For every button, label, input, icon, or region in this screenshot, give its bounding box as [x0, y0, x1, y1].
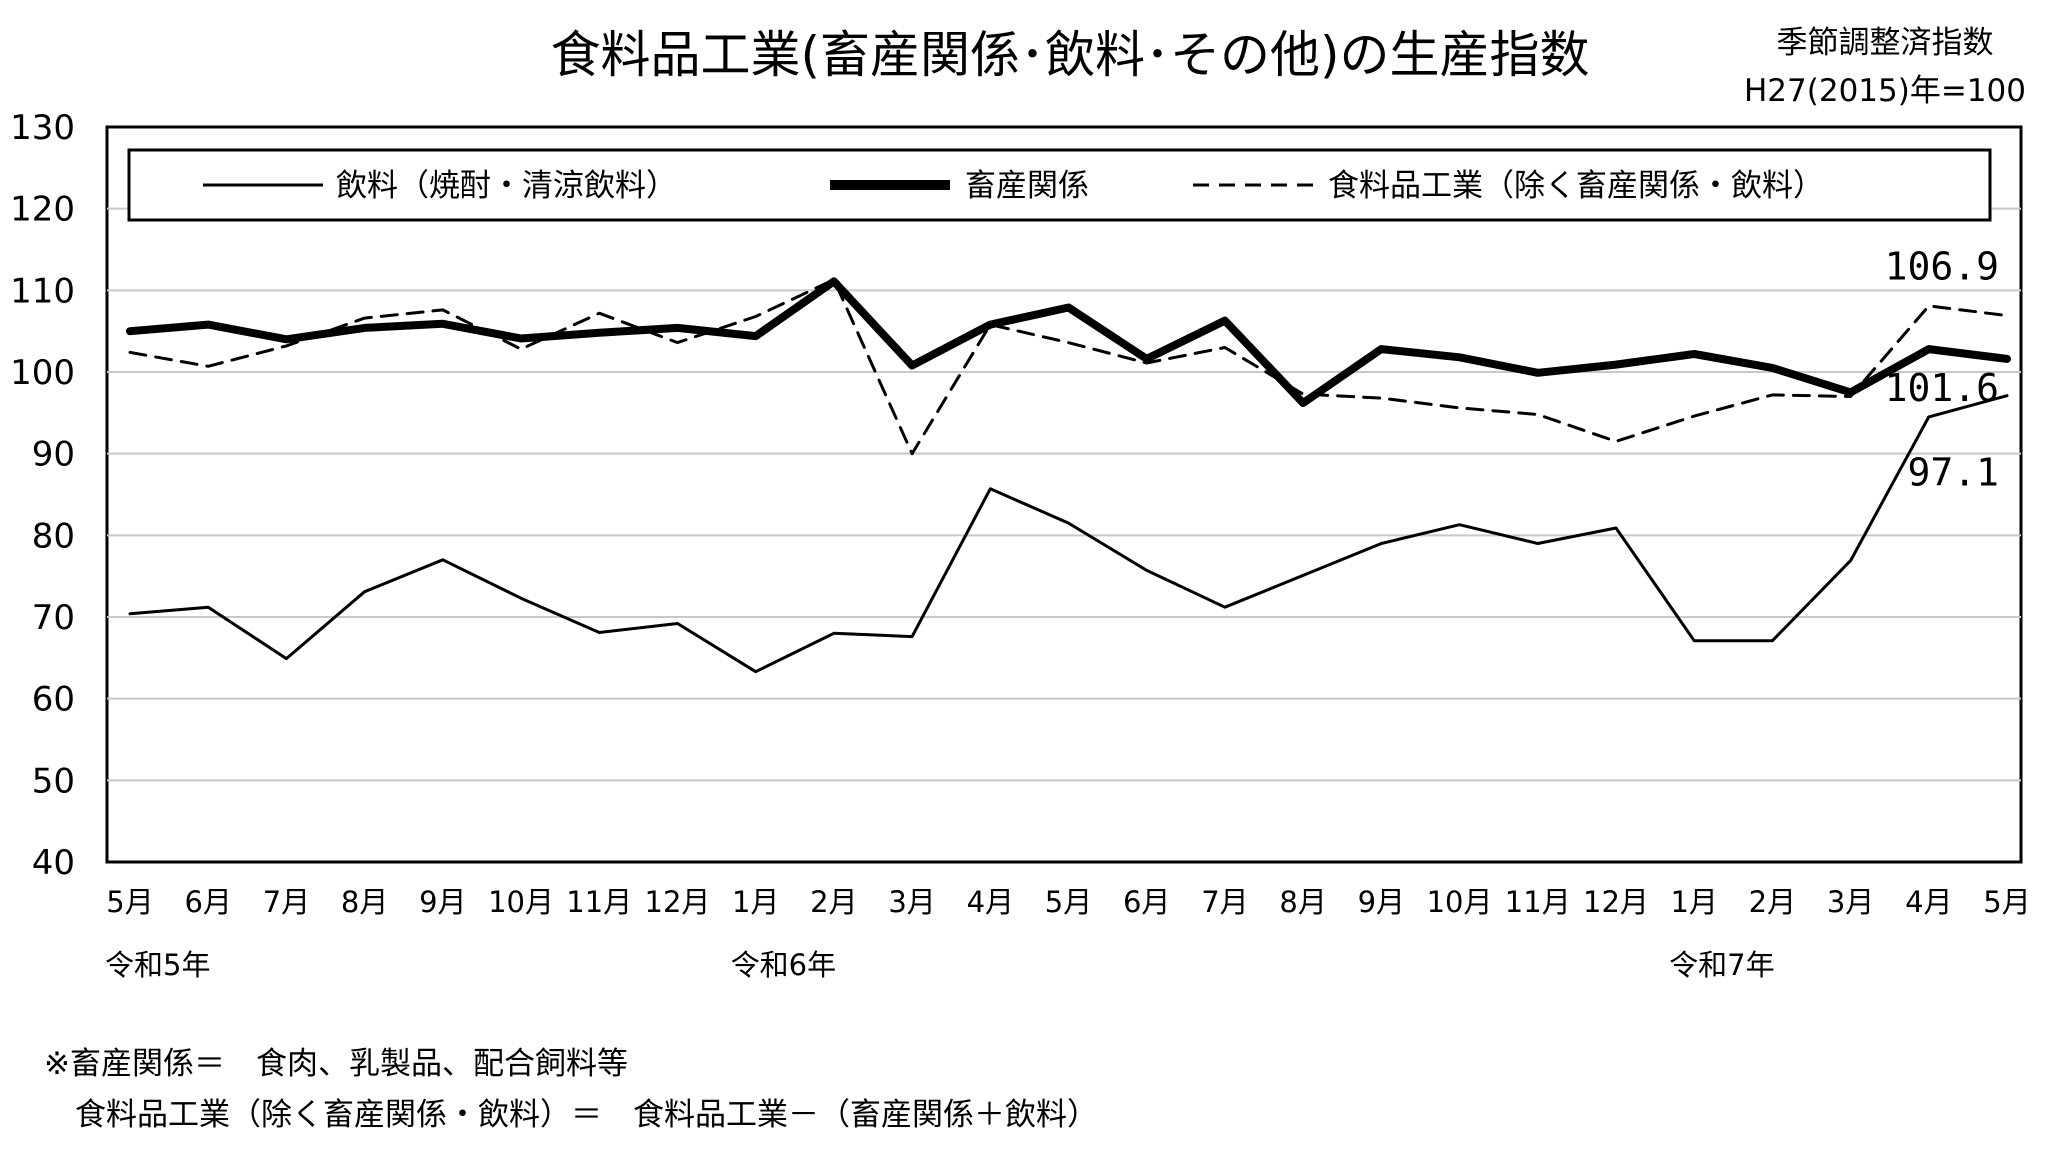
legend: 飲料（焼酎・清涼飲料） 畜産関係 食料品工業（除く畜産関係・飲料） [127, 148, 1992, 222]
plot-area [105, 125, 2023, 864]
end-value-label-thick: 101.6 [1885, 366, 1999, 410]
end-value-label-thin: 97.1 [1907, 451, 1999, 495]
y-tick-label: 60 [32, 680, 75, 720]
x-tick-label: 9月 [419, 885, 466, 919]
chart-title: 食料品工業(畜産関係･飲料･その他)の生産指数 [550, 26, 1589, 84]
y-axis-ticks: 40 50 60 70 80 90 100 110 120 130 [10, 108, 75, 883]
x-tick-label: 10月 [1427, 885, 1493, 919]
x-tick-label: 7月 [1201, 885, 1248, 919]
x-tick-label: 6月 [184, 885, 231, 919]
y-tick-label: 120 [10, 190, 75, 230]
legend-label-livestock: 畜産関係 [965, 168, 1089, 204]
year-label: 令和6年 [731, 948, 836, 982]
x-tick-label: 3月 [888, 885, 935, 919]
x-tick-label: 12月 [645, 885, 711, 919]
y-tick-label: 90 [32, 435, 75, 475]
x-tick-label: 11月 [1505, 885, 1571, 919]
legend-label-beverage: 飲料（焼酎・清涼飲料） [336, 168, 677, 204]
y-tick-label: 70 [32, 598, 75, 638]
y-tick-label: 110 [10, 271, 75, 311]
end-value-label-dashed: 106.9 [1885, 245, 1999, 289]
series-line-dashed [128, 278, 2009, 456]
x-tick-label: 8月 [1279, 885, 1326, 919]
x-tick-label: 12月 [1583, 885, 1649, 919]
legend-box [127, 148, 1992, 222]
x-tick-label: 11月 [566, 885, 632, 919]
x-tick-label: 1月 [1670, 885, 1717, 919]
x-tick-label: 1月 [732, 885, 779, 919]
x-tick-label: 4月 [967, 885, 1014, 919]
y-tick-label: 100 [10, 353, 75, 393]
series-lines [126, 277, 2011, 674]
x-tick-label: 7月 [263, 885, 310, 919]
y-tick-label: 80 [32, 516, 75, 556]
footnote-line-1: ※畜産関係＝ 食肉、乳製品、配合飼料等 [44, 1046, 628, 1082]
chart-note-line-1: 季節調整済指数 [1777, 25, 1994, 61]
legend-label-food-other: 食料品工業（除く畜産関係・飲料） [1328, 168, 1824, 204]
x-tick-label: 2月 [1749, 885, 1796, 919]
series-line-thick [126, 277, 2011, 407]
x-tick-label: 9月 [1358, 885, 1405, 919]
series-line-thin [128, 394, 2009, 674]
gridlines [107, 207, 2021, 782]
x-tick-label: 5月 [1983, 885, 2030, 919]
y-tick-label: 50 [32, 761, 75, 801]
year-label: 令和7年 [1669, 948, 1774, 982]
chart-note-line-2: H27(2015)年=100 [1744, 73, 2026, 109]
x-tick-label: 8月 [341, 885, 388, 919]
x-tick-label: 2月 [810, 885, 857, 919]
x-tick-label: 10月 [488, 885, 554, 919]
x-tick-label: 6月 [1123, 885, 1170, 919]
y-tick-label: 40 [32, 843, 75, 883]
x-tick-label: 3月 [1827, 885, 1874, 919]
footnote-line-2: 食料品工業（除く畜産関係・飲料）＝ 食料品工業－（畜産関係＋飲料） [44, 1097, 1098, 1133]
x-tick-label: 4月 [1905, 885, 1952, 919]
year-label: 令和5年 [105, 948, 210, 982]
x-axis-ticks: 5月 6月 7月 8月 9月 10月 11月 12月 1月 2月 3月 4月 5月 6月 7月 8月 9月 10月… [105, 885, 2031, 982]
data-labels: 97.1 101.6 106.9 [1885, 245, 1999, 495]
x-tick-label: 5月 [106, 885, 153, 919]
y-tick-label: 130 [10, 108, 75, 148]
x-tick-label: 5月 [1045, 885, 1092, 919]
